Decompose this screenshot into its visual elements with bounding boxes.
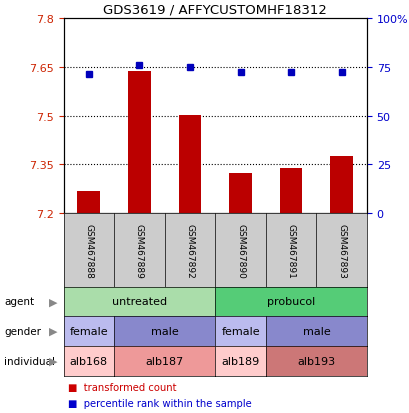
Text: ■  percentile rank within the sample: ■ percentile rank within the sample (67, 398, 251, 408)
Text: ▶: ▶ (49, 356, 57, 366)
Title: GDS3619 / AFFYCUSTOMHF18312: GDS3619 / AFFYCUSTOMHF18312 (103, 3, 326, 16)
Text: alb193: alb193 (297, 356, 335, 366)
Bar (128, 72, 151, 214)
Text: GSM467893: GSM467893 (336, 223, 345, 278)
Text: female: female (70, 326, 108, 336)
Text: GSM467889: GSM467889 (135, 223, 144, 278)
Bar (178, 115, 201, 214)
Text: GSM467890: GSM467890 (236, 223, 245, 278)
Text: gender: gender (4, 326, 41, 336)
Text: GSM467888: GSM467888 (84, 223, 93, 278)
Text: ▶: ▶ (49, 297, 57, 306)
Text: male: male (302, 326, 330, 336)
Text: untreated: untreated (112, 297, 166, 306)
Text: female: female (221, 326, 259, 336)
Text: individual: individual (4, 356, 55, 366)
Bar (279, 169, 302, 214)
Bar (330, 157, 352, 214)
Text: alb189: alb189 (221, 356, 259, 366)
Bar (229, 173, 251, 214)
Text: ▶: ▶ (49, 326, 57, 336)
Text: alb168: alb168 (70, 356, 108, 366)
Text: GSM467891: GSM467891 (286, 223, 295, 278)
Text: ■  transformed count: ■ transformed count (67, 382, 176, 392)
Text: alb187: alb187 (145, 356, 183, 366)
Text: agent: agent (4, 297, 34, 306)
Text: probucol: probucol (266, 297, 315, 306)
Bar (77, 191, 100, 214)
Text: GSM467892: GSM467892 (185, 223, 194, 278)
Text: male: male (151, 326, 178, 336)
